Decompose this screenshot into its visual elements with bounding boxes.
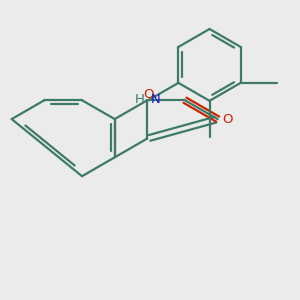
Text: N: N — [150, 93, 160, 106]
Text: O: O — [143, 88, 154, 101]
Text: O: O — [223, 112, 233, 126]
Text: H: H — [134, 93, 144, 106]
